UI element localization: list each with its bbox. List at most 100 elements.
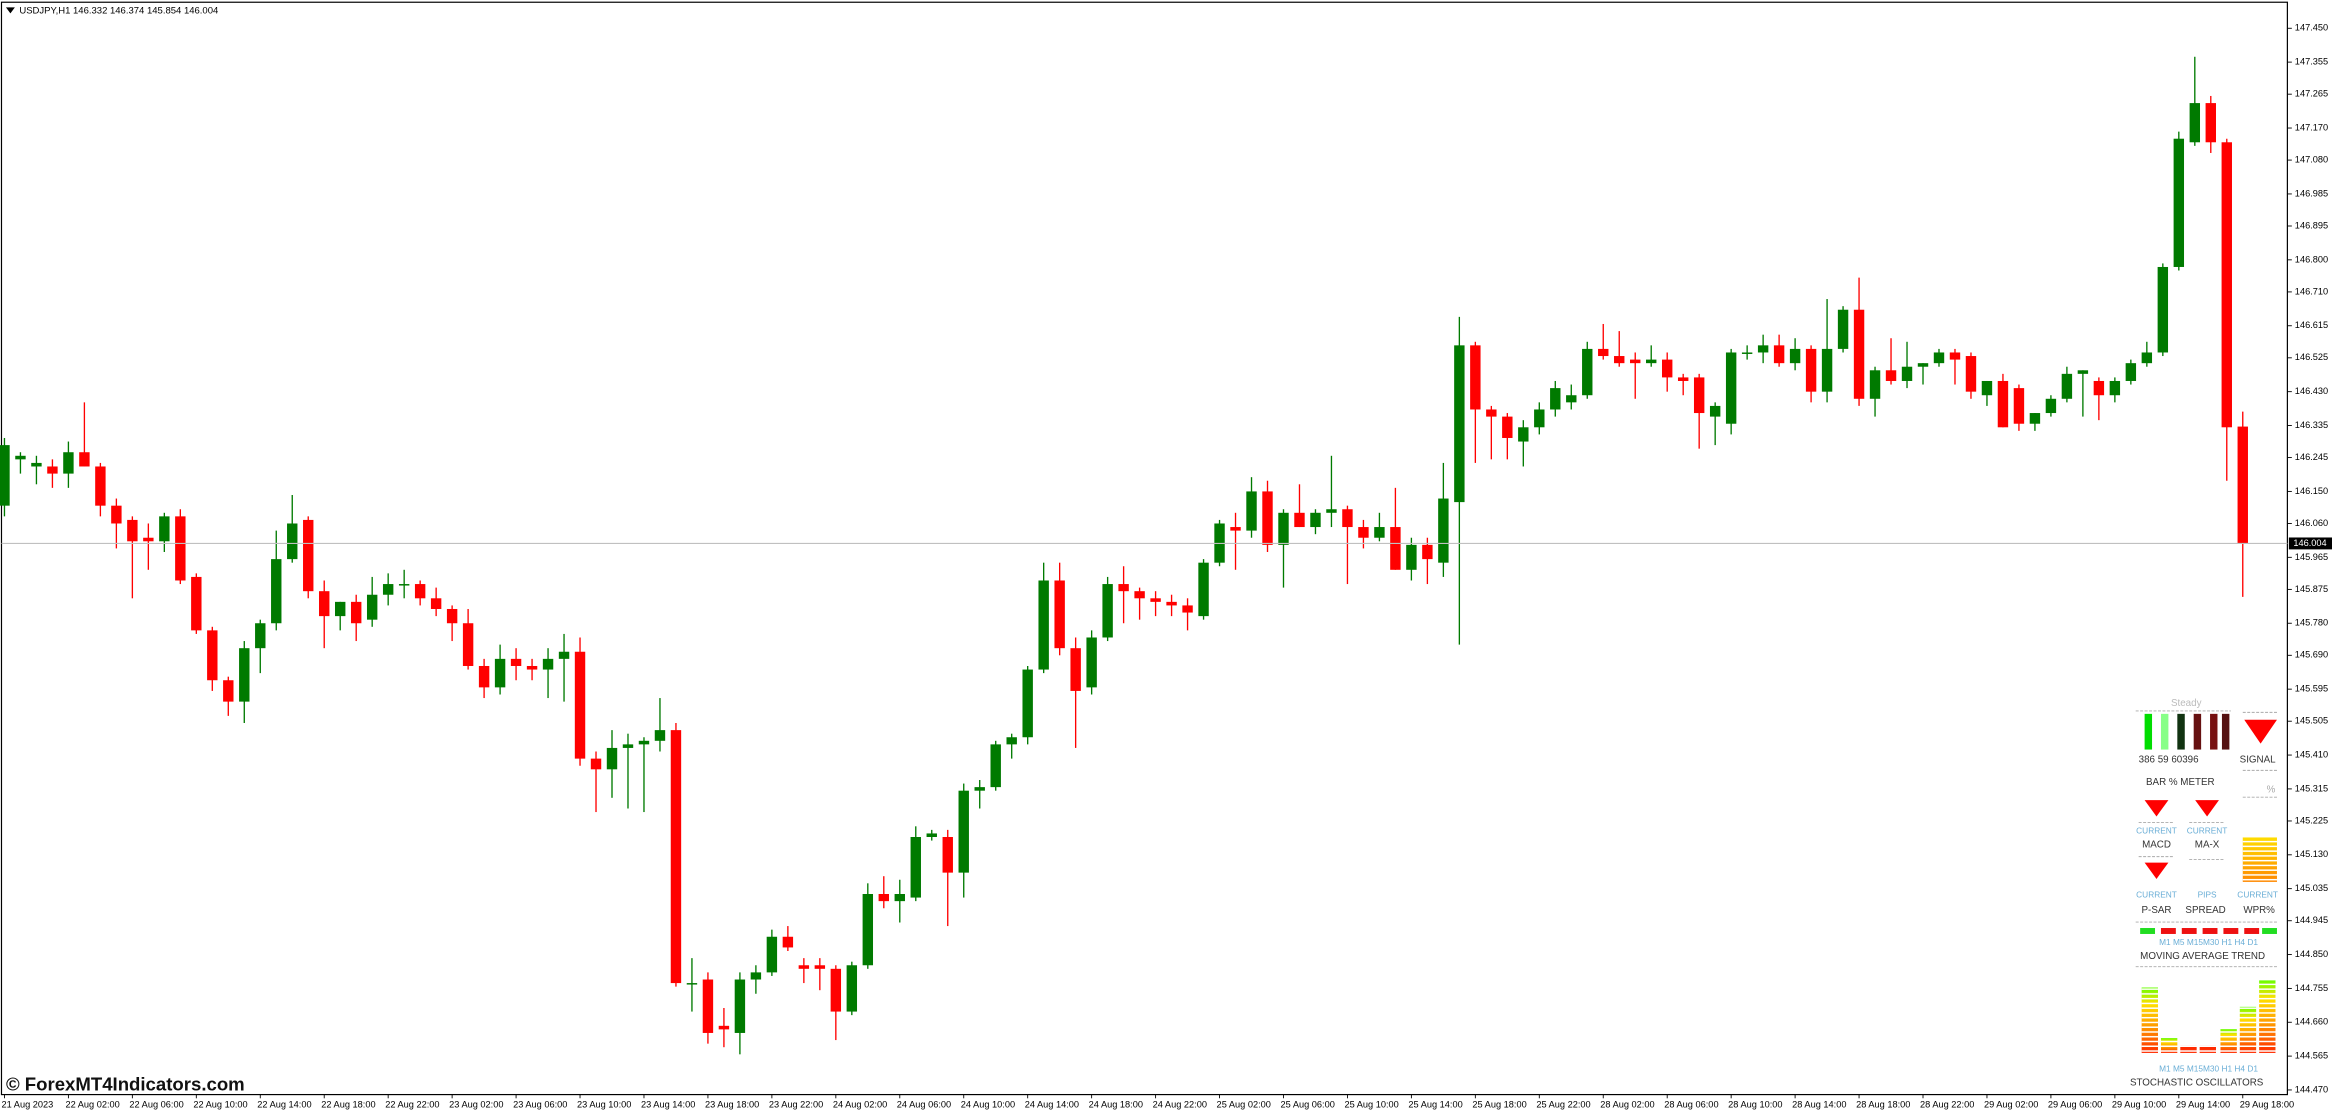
candle-body <box>1118 584 1129 592</box>
y-tick-label: 145.595 <box>2295 684 2328 694</box>
candle-body <box>606 747 618 770</box>
x-tick-label: 23 Aug 14:00 <box>641 1099 695 1109</box>
max-label: MA-X <box>2195 839 2220 850</box>
y-tick-label: 144.565 <box>2295 1051 2328 1061</box>
candle-body <box>590 758 602 770</box>
candle-body <box>207 630 218 681</box>
wpr-label: WPR% <box>2243 905 2275 916</box>
candle-body <box>143 537 154 542</box>
candle-body <box>382 584 394 595</box>
candle-body <box>430 598 442 609</box>
y-tick-label: 146.800 <box>2295 254 2328 264</box>
watermark: © ForexMT4Indicators.com <box>6 1074 245 1095</box>
candle-body <box>1598 348 1609 357</box>
x-tick-label: 25 Aug 14:00 <box>1408 1099 1462 1109</box>
candle-body <box>2205 103 2216 143</box>
x-tick-label: 29 Aug 06:00 <box>2048 1099 2102 1109</box>
candle-body <box>1853 309 1865 399</box>
y-tick-label: 144.660 <box>2295 1017 2328 1027</box>
candle-body <box>1630 359 1641 364</box>
y-tick-label: 145.410 <box>2295 749 2328 759</box>
candle-body <box>111 505 122 524</box>
candle-body <box>1933 352 1945 364</box>
candle-body <box>1310 512 1321 528</box>
candle-body <box>830 968 842 1012</box>
x-tick-label: 25 Aug 02:00 <box>1217 1099 1271 1109</box>
candle-body <box>2029 413 2041 424</box>
candle-body <box>366 594 378 620</box>
candle-body <box>1805 348 1817 392</box>
y-tick-label: 147.450 <box>2295 23 2328 33</box>
y-tick-label: 145.505 <box>2295 716 2328 726</box>
candle-body <box>1038 580 1049 670</box>
candle-body <box>191 576 202 631</box>
wpr-timeframe: CURRENT <box>2237 890 2278 900</box>
candle-body <box>1869 370 1881 399</box>
candle-body <box>1981 380 1993 396</box>
candle-body <box>1374 527 1385 538</box>
x-tick-label: 29 Aug 10:00 <box>2112 1099 2166 1109</box>
candle-body <box>2093 380 2105 396</box>
symbol-info: USDJPY,H1 146.332 146.374 145.854 146.00… <box>19 6 218 17</box>
candle-body <box>1294 512 1305 528</box>
candle-body <box>654 730 666 741</box>
x-tick-label: 24 Aug 06:00 <box>897 1099 951 1109</box>
x-tick-label: 25 Aug 06:00 <box>1281 1099 1335 1109</box>
candle-body <box>127 519 138 542</box>
plot <box>0 56 2248 1055</box>
y-tick-label: 144.755 <box>2295 983 2328 993</box>
y-tick-label: 145.225 <box>2295 815 2328 825</box>
price-label-bg <box>2288 537 2332 550</box>
menu-icon <box>5 7 15 14</box>
candle-body <box>2077 370 2089 374</box>
ma-cell <box>2262 928 2277 934</box>
candle-body <box>335 601 346 617</box>
x-tick-label: 29 Aug 14:00 <box>2176 1099 2230 1109</box>
stoch-label: STOCHASTIC OSCILLATORS <box>2130 1077 2264 1088</box>
candle-body <box>2237 426 2248 544</box>
candle-body <box>1821 348 1833 392</box>
candle-body <box>287 523 298 560</box>
candle-body <box>2061 373 2073 399</box>
candle-body <box>1150 598 1161 602</box>
meter-bar <box>2144 713 2153 750</box>
meter-bar <box>2210 713 2218 750</box>
y-tick-label: 147.355 <box>2295 57 2328 67</box>
candle-body <box>1486 409 1497 417</box>
x-tick-label: 24 Aug 22:00 <box>1153 1099 1207 1109</box>
y-tick-label: 146.430 <box>2295 386 2328 396</box>
candle-body <box>1102 584 1113 638</box>
y-tick-label: 146.060 <box>2295 518 2328 528</box>
candle-body <box>1614 356 1625 364</box>
macd-arrow <box>2144 800 2169 817</box>
x-tick-label: 28 Aug 22:00 <box>1920 1099 1974 1109</box>
y-tick-label: 144.850 <box>2295 949 2328 959</box>
bar-meter-label: BAR % METER <box>2146 777 2215 788</box>
y-tick-label: 147.080 <box>2295 155 2328 165</box>
candle-body <box>1741 352 1753 354</box>
candle-body <box>1773 345 1785 364</box>
x-tick-label: 28 Aug 18:00 <box>1856 1099 1910 1109</box>
candle-body <box>398 584 410 586</box>
y-tick-label: 147.170 <box>2295 122 2328 132</box>
candle-body <box>510 658 522 666</box>
macd-label: MACD <box>2142 839 2171 850</box>
candle-body <box>670 730 682 984</box>
candle-body <box>1326 509 1337 513</box>
candle-body <box>255 623 266 649</box>
candle-body <box>798 965 810 969</box>
candle-body <box>1582 348 1593 396</box>
y-tick-label: 146.150 <box>2295 486 2328 496</box>
panel-header: Steady <box>2171 698 2202 709</box>
ma-cell <box>2244 928 2260 934</box>
candle-body <box>894 894 905 902</box>
candle-body <box>1550 388 1561 410</box>
candle-body <box>1901 366 1913 381</box>
candle-body <box>1406 544 1417 570</box>
candle-body <box>1470 345 1481 410</box>
indicator-panel <box>2135 710 2279 1055</box>
plot-frame <box>0 1 2288 1096</box>
candle-body <box>2125 363 2137 381</box>
